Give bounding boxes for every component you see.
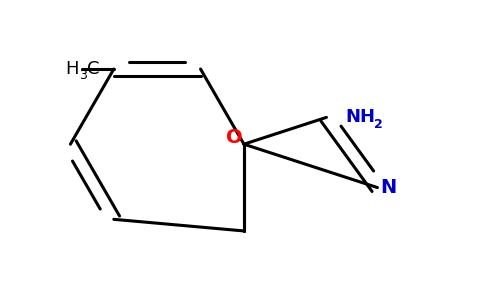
Text: O: O bbox=[226, 128, 242, 147]
Text: 3: 3 bbox=[79, 69, 87, 82]
Text: C: C bbox=[87, 60, 99, 78]
Text: 2: 2 bbox=[374, 118, 383, 130]
Text: H: H bbox=[65, 60, 79, 78]
Text: NH: NH bbox=[346, 108, 376, 126]
Text: N: N bbox=[380, 178, 396, 197]
